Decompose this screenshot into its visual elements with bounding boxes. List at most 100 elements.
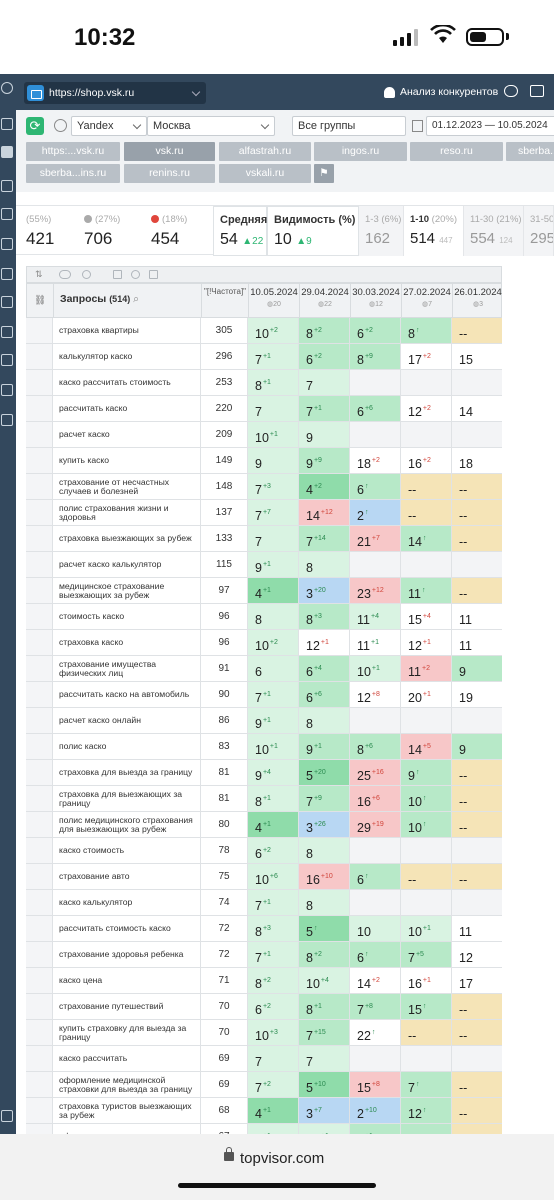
position-cell[interactable]: 15↑ <box>401 994 452 1019</box>
table-row[interactable]: купить каско 149 9 9+9 18+2 16+2 18 <box>26 448 502 474</box>
query-cell[interactable]: страховка каско <box>53 630 201 655</box>
position-cell[interactable]: -- <box>452 1124 502 1134</box>
date-column-header[interactable]: 27.02.2024 ◍7 <box>402 284 453 317</box>
position-cell[interactable]: -- <box>452 578 502 603</box>
position-cell[interactable]: 5+10 <box>299 1072 350 1097</box>
toggle-icon[interactable] <box>59 270 71 279</box>
table-row[interactable]: калькулятор каско 296 7+1 6+2 8+9 17+2 15 <box>26 344 502 370</box>
position-cell[interactable]: 14 <box>452 396 502 421</box>
query-cell[interactable]: рассчитать каско на автомобиль <box>53 682 201 707</box>
position-cell[interactable]: 4+2 <box>299 474 350 499</box>
position-cell[interactable]: 16+2 <box>401 448 452 473</box>
table-row[interactable]: каско рассчитать стоимость 253 8+1 7 <box>26 370 502 396</box>
position-cell[interactable]: 6 <box>248 656 299 681</box>
position-cell[interactable]: 10+6 <box>248 864 299 889</box>
query-cell[interactable]: полис медицинского страхования для выезж… <box>53 812 201 837</box>
table-row[interactable]: страховка туристов выезжающих за рубеж 68… <box>26 1098 502 1124</box>
position-cell[interactable]: 6↑ <box>350 474 401 499</box>
position-cell[interactable]: 12+8 <box>350 682 401 707</box>
table-row[interactable]: страхование путешествий 70 6+2 8+1 7+8 15↑ -- <box>26 994 502 1020</box>
row-link-cell[interactable] <box>26 344 53 369</box>
query-cell[interactable]: полис страхования жизни и здоровья <box>53 500 201 525</box>
query-cell[interactable]: рассчитать стоимость каско <box>53 916 201 941</box>
date-column-header[interactable]: 30.03.2024 ◍12 <box>351 284 402 317</box>
row-link-cell[interactable] <box>26 708 53 733</box>
position-cell[interactable]: 12+2 <box>401 396 452 421</box>
table-row[interactable]: каско стоимость 78 6+2 8 <box>26 838 502 864</box>
position-cell[interactable] <box>350 838 401 863</box>
position-cell[interactable]: 6+6 <box>350 396 401 421</box>
position-cell[interactable]: 18 <box>452 448 502 473</box>
position-cell[interactable] <box>452 890 502 915</box>
date-column-header[interactable]: 26.01.2024 ◍3 <box>453 284 502 317</box>
frequency-column-header[interactable]: "[!Частота]" <box>202 284 249 317</box>
position-cell[interactable]: 11+2 <box>401 656 452 681</box>
position-cell[interactable]: 19 <box>452 682 502 707</box>
position-cell[interactable] <box>350 422 401 447</box>
row-link-cell[interactable] <box>26 968 53 993</box>
position-cell[interactable]: 25+16 <box>350 760 401 785</box>
position-cell[interactable]: 8+6 <box>350 734 401 759</box>
position-cell[interactable]: 10↑ <box>401 786 452 811</box>
competitor-tag[interactable]: ingos.ru <box>314 142 407 161</box>
position-cell[interactable]: 7+1 <box>299 396 350 421</box>
table-row[interactable]: оформление медицинской страховки для вые… <box>26 1072 502 1098</box>
row-link-cell[interactable] <box>26 1124 53 1134</box>
position-cell[interactable]: 29+19 <box>350 812 401 837</box>
position-cell[interactable]: 8 <box>299 890 350 915</box>
query-cell[interactable]: страховка для выезда за границу <box>53 760 201 785</box>
position-cell[interactable]: 9+1 <box>350 1124 401 1134</box>
position-cell[interactable] <box>401 422 452 447</box>
competitor-tag[interactable]: reso.ru <box>410 142 503 161</box>
competitor-tag[interactable]: alfastrah.ru <box>219 142 311 161</box>
position-cell[interactable]: -- <box>401 1020 452 1045</box>
position-cell[interactable]: -- <box>401 474 452 499</box>
position-cell[interactable]: 7+9 <box>299 786 350 811</box>
table-row[interactable]: страхование имущества физических лиц 91 6 6… <box>26 656 502 682</box>
date-column-header[interactable]: 10.05.2024 ◍20 <box>249 284 300 317</box>
contrast-icon[interactable] <box>131 270 140 279</box>
row-link-cell[interactable] <box>26 630 53 655</box>
position-cell[interactable] <box>452 370 502 395</box>
position-cell[interactable]: 7+1 <box>248 942 299 967</box>
position-cell[interactable]: 10+1 <box>248 734 299 759</box>
position-cell[interactable]: 14+5 <box>401 734 452 759</box>
query-cell[interactable]: страховка выезжающих за рубеж <box>53 526 201 551</box>
position-cell[interactable]: 8+1 <box>248 786 299 811</box>
position-cell[interactable]: 10+1 <box>401 916 452 941</box>
position-cell[interactable]: -- <box>452 318 502 343</box>
search-icon[interactable]: ⌕ <box>133 293 140 305</box>
position-cell[interactable]: 14+2 <box>350 968 401 993</box>
pos-range-1-10[interactable]: 1-10 (20%) 514 447 <box>404 206 464 256</box>
table-row[interactable]: страхование от несчастных случаев и боле… <box>26 474 502 500</box>
query-cell[interactable]: медицинское страхование выезжающих за ру… <box>53 578 201 603</box>
query-cell[interactable]: каско рассчитать <box>53 1046 201 1071</box>
query-cell[interactable]: страхование имущества физических лиц <box>53 656 201 681</box>
row-link-cell[interactable] <box>26 318 53 343</box>
competitor-tag[interactable]: vsk.ru <box>124 142 215 161</box>
export-icon[interactable] <box>113 270 122 279</box>
position-cell[interactable]: 16+1 <box>401 968 452 993</box>
row-link-cell[interactable] <box>26 370 53 395</box>
date-range-input[interactable]: 01.12.2023 — 10.05.2024 <box>426 116 554 136</box>
row-link-cell[interactable] <box>26 656 53 681</box>
row-link-cell[interactable] <box>26 448 53 473</box>
position-cell[interactable] <box>401 890 452 915</box>
position-cell[interactable]: 18+2 <box>350 448 401 473</box>
table-row[interactable]: стоимость каско 96 8 8+3 11+4 15+4 11 <box>26 604 502 630</box>
position-cell[interactable]: 16+6 <box>350 786 401 811</box>
position-cell[interactable]: 14↑ <box>401 526 452 551</box>
region-select[interactable]: Москва <box>147 116 275 136</box>
cloud-upload-icon[interactable] <box>504 85 518 97</box>
position-cell[interactable]: 7 <box>299 1046 350 1071</box>
position-cell[interactable]: 6+2 <box>248 994 299 1019</box>
position-cell[interactable]: 23+12 <box>350 578 401 603</box>
position-cell[interactable]: -- <box>401 500 452 525</box>
position-cell[interactable] <box>401 370 452 395</box>
competitor-tag[interactable]: vskali.ru <box>219 164 311 183</box>
query-cell[interactable]: страховка туристов выезжающих за рубеж <box>53 1098 201 1123</box>
table-row[interactable]: рассчитать каско 220 7 7+1 6+6 12+2 14 <box>26 396 502 422</box>
table-row[interactable]: расчет каско онлайн 86 9+1 8 <box>26 708 502 734</box>
row-link-cell[interactable] <box>26 1046 53 1071</box>
query-cell[interactable]: калькулятор каско <box>53 344 201 369</box>
